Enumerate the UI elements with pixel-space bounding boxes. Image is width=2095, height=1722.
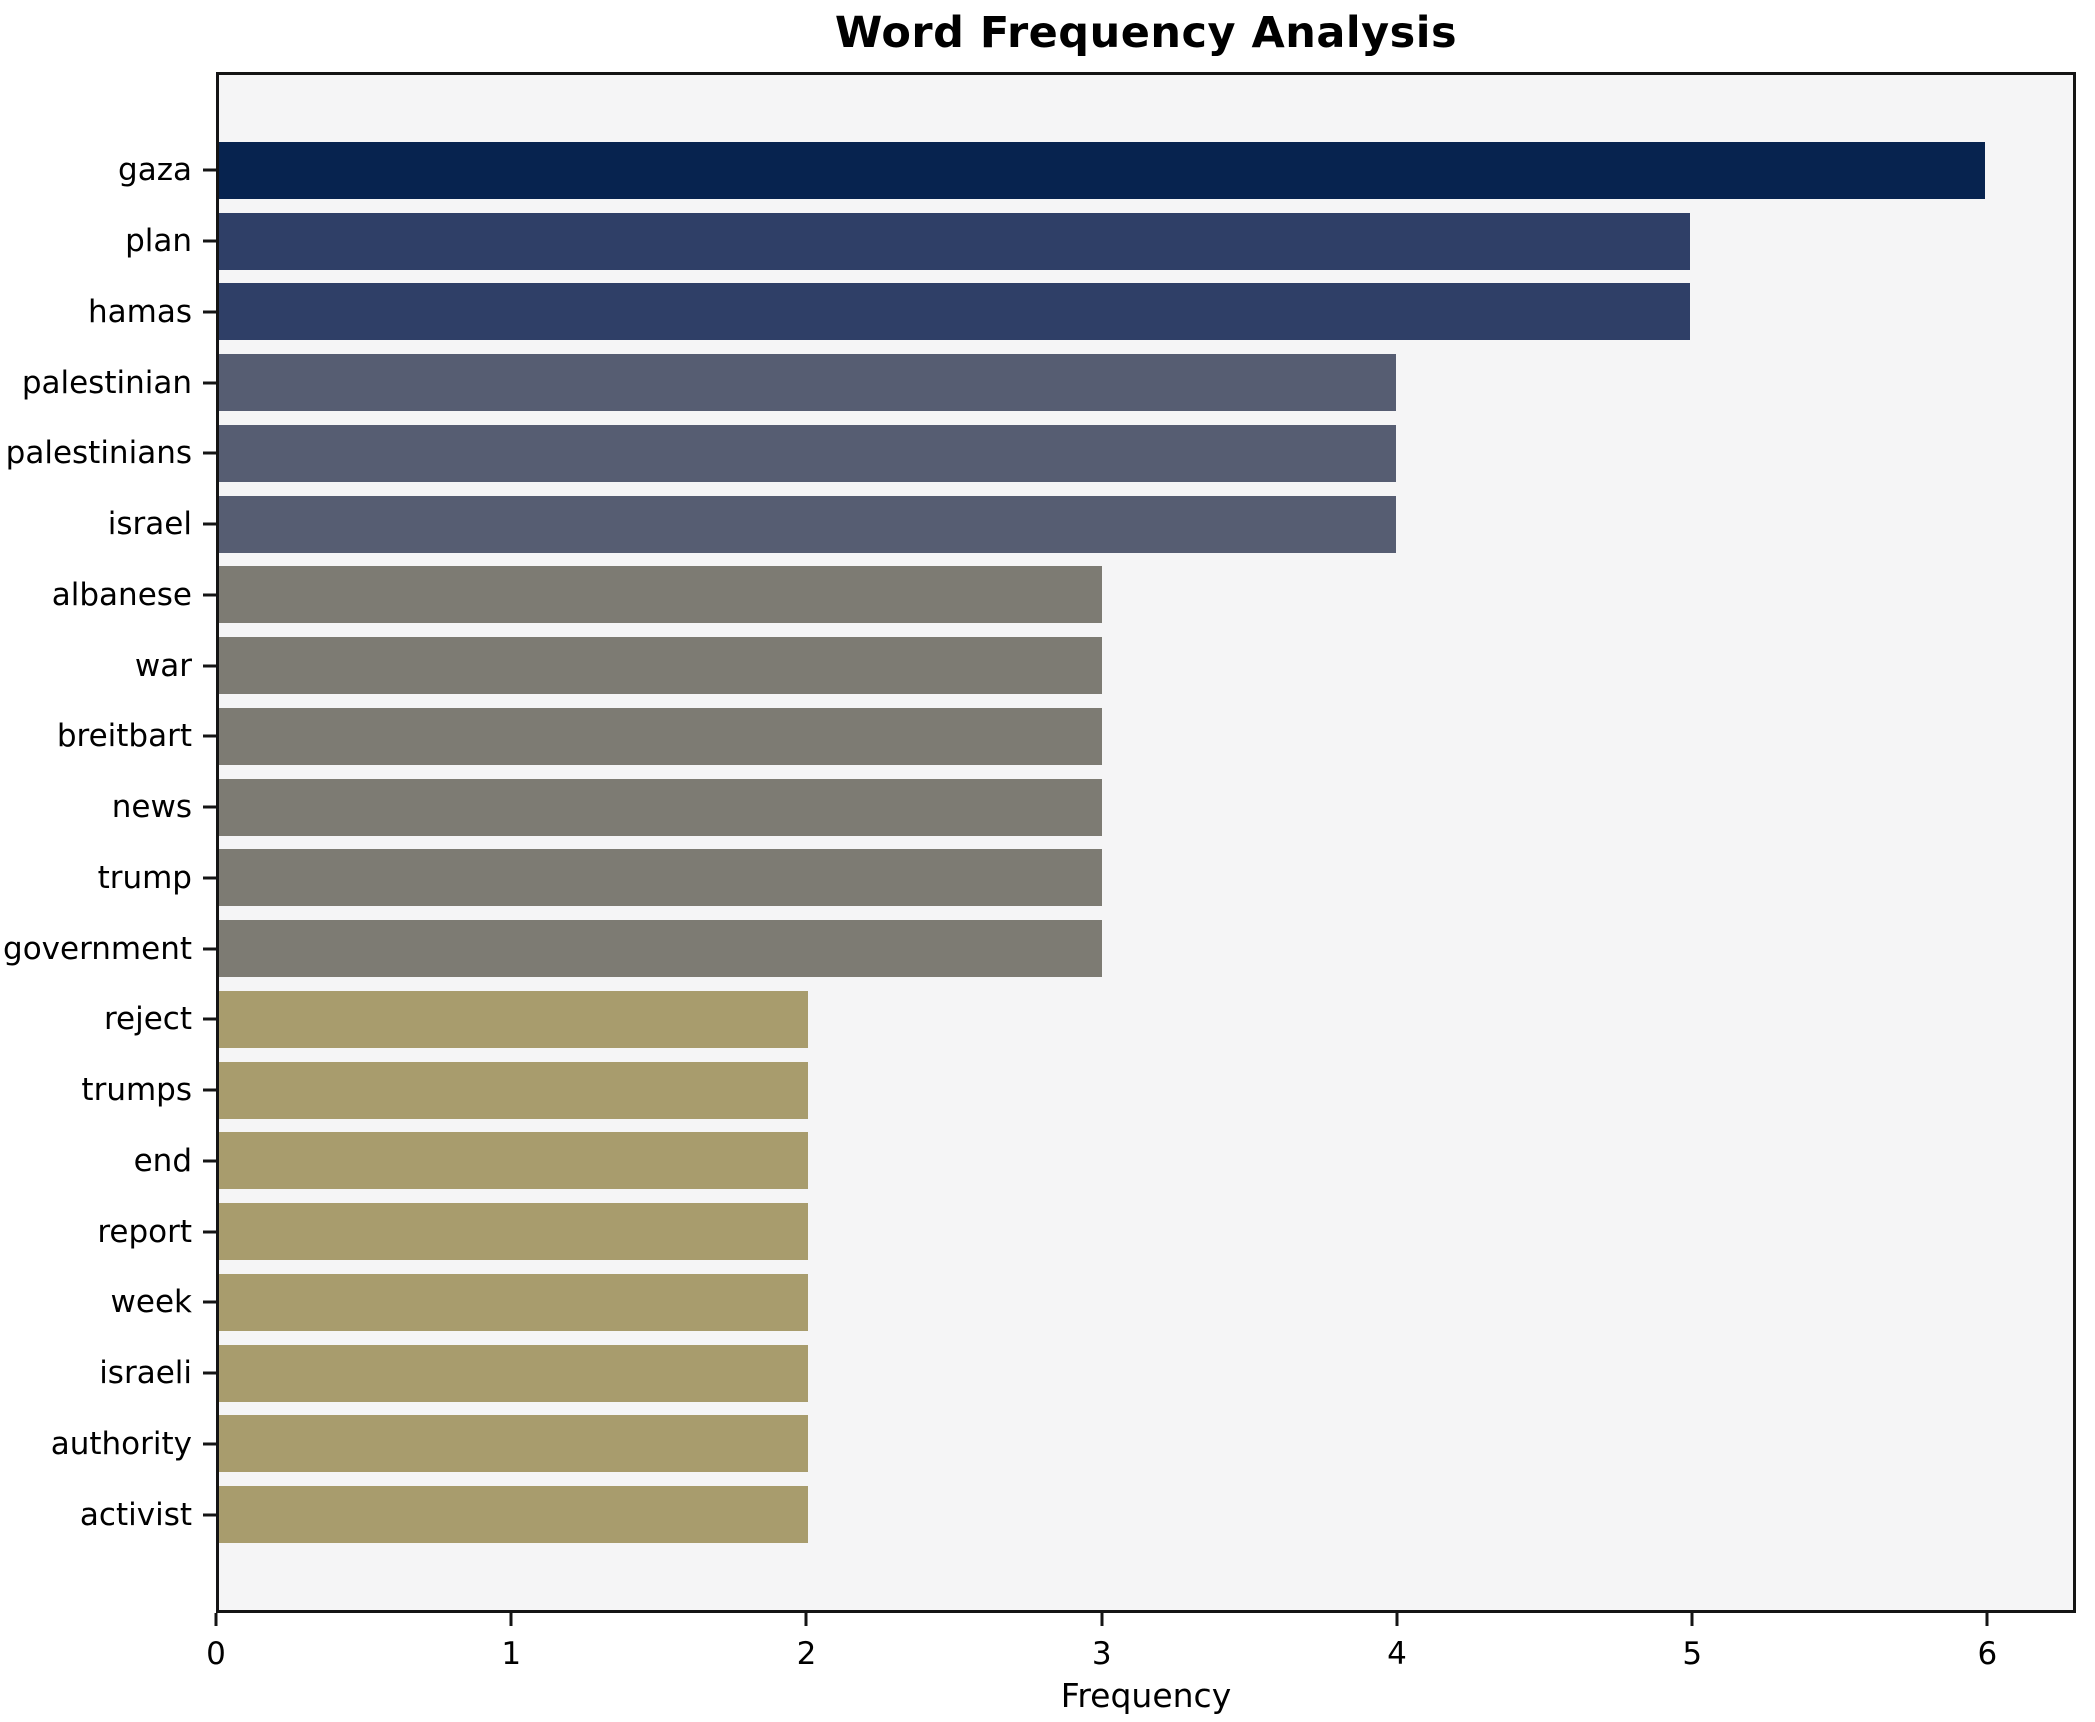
bar-trumps bbox=[219, 1061, 808, 1119]
x-tick-label-6: 6 bbox=[1977, 1636, 1998, 1672]
y-tick-mark bbox=[203, 239, 216, 243]
x-tick-mark bbox=[1395, 1613, 1399, 1626]
y-tick-label-plan: plan bbox=[125, 223, 192, 260]
y-tick-label-week: week bbox=[110, 1284, 192, 1321]
y-tick-label-palestinians: palestinians bbox=[5, 435, 192, 472]
bar-end bbox=[219, 1132, 808, 1190]
bar-news bbox=[219, 778, 1102, 836]
x-tick-mark bbox=[1985, 1613, 1989, 1626]
bar-albanese bbox=[219, 566, 1102, 624]
bar-trump bbox=[219, 849, 1102, 907]
y-tick-mark bbox=[203, 1159, 216, 1163]
bar-gaza bbox=[219, 141, 1985, 199]
y-tick-mark bbox=[203, 876, 216, 880]
bar-plan bbox=[219, 212, 1691, 270]
y-tick-label-israeli: israeli bbox=[99, 1355, 192, 1392]
y-tick-label-government: government bbox=[3, 930, 192, 967]
bar-reject bbox=[219, 990, 808, 1048]
y-tick-label-report: report bbox=[97, 1213, 192, 1250]
x-tick-label-5: 5 bbox=[1682, 1636, 1703, 1672]
x-tick-mark bbox=[509, 1613, 513, 1626]
bar-report bbox=[219, 1203, 808, 1261]
y-tick-mark bbox=[203, 1442, 216, 1446]
bar-israel bbox=[219, 495, 1397, 553]
y-tick-label-activist: activist bbox=[79, 1496, 192, 1533]
y-tick-mark bbox=[203, 1513, 216, 1517]
bar-authority bbox=[219, 1415, 808, 1473]
plot-area bbox=[216, 72, 2076, 1613]
y-tick-mark bbox=[203, 805, 216, 809]
y-tick-mark bbox=[203, 734, 216, 738]
y-tick-mark bbox=[203, 381, 216, 385]
y-tick-mark bbox=[203, 947, 216, 951]
bar-palestinians bbox=[219, 424, 1397, 482]
y-tick-mark bbox=[203, 1300, 216, 1304]
y-tick-label-war: war bbox=[134, 647, 192, 684]
y-tick-label-israel: israel bbox=[107, 506, 192, 543]
y-tick-mark bbox=[203, 522, 216, 526]
y-tick-label-palestinian: palestinian bbox=[21, 364, 192, 401]
chart-title: Word Frequency Analysis bbox=[834, 8, 1458, 58]
y-tick-mark bbox=[203, 1088, 216, 1092]
x-tick-label-4: 4 bbox=[1387, 1636, 1407, 1672]
bar-government bbox=[219, 920, 1102, 978]
y-tick-label-news: news bbox=[111, 789, 192, 826]
bar-war bbox=[219, 637, 1102, 695]
x-tick-label-1: 1 bbox=[501, 1636, 522, 1672]
x-tick-mark bbox=[1100, 1613, 1104, 1626]
y-tick-label-breitbart: breitbart bbox=[56, 718, 192, 755]
y-tick-label-hamas: hamas bbox=[88, 293, 192, 330]
y-tick-mark bbox=[203, 664, 216, 668]
x-tick-label-3: 3 bbox=[1091, 1636, 1112, 1672]
bars-container bbox=[219, 75, 2073, 1610]
y-tick-label-end: end bbox=[133, 1142, 192, 1179]
y-tick-label-trumps: trumps bbox=[81, 1072, 192, 1109]
x-tick-label-0: 0 bbox=[206, 1636, 226, 1672]
bar-israeli bbox=[219, 1344, 808, 1402]
x-axis-title: Frequency bbox=[1060, 1676, 1232, 1715]
y-tick-mark bbox=[203, 310, 216, 314]
y-tick-mark bbox=[203, 168, 216, 172]
bar-week bbox=[219, 1273, 808, 1331]
bar-breitbart bbox=[219, 707, 1102, 765]
x-tick-label-2: 2 bbox=[796, 1636, 817, 1672]
x-tick-mark bbox=[804, 1613, 808, 1626]
bar-palestinian bbox=[219, 354, 1397, 412]
y-tick-mark bbox=[203, 1017, 216, 1021]
y-tick-mark bbox=[203, 1371, 216, 1375]
y-tick-mark bbox=[203, 1230, 216, 1234]
bar-hamas bbox=[219, 283, 1691, 341]
x-tick-mark bbox=[214, 1613, 218, 1626]
bar-activist bbox=[219, 1486, 808, 1544]
y-tick-label-authority: authority bbox=[50, 1425, 192, 1462]
y-tick-label-trump: trump bbox=[97, 859, 192, 896]
y-tick-label-gaza: gaza bbox=[118, 152, 192, 189]
y-tick-label-albanese: albanese bbox=[51, 576, 192, 613]
y-tick-label-reject: reject bbox=[103, 1001, 192, 1038]
y-tick-mark bbox=[203, 451, 216, 455]
x-tick-mark bbox=[1690, 1613, 1694, 1626]
y-tick-mark bbox=[203, 593, 216, 597]
